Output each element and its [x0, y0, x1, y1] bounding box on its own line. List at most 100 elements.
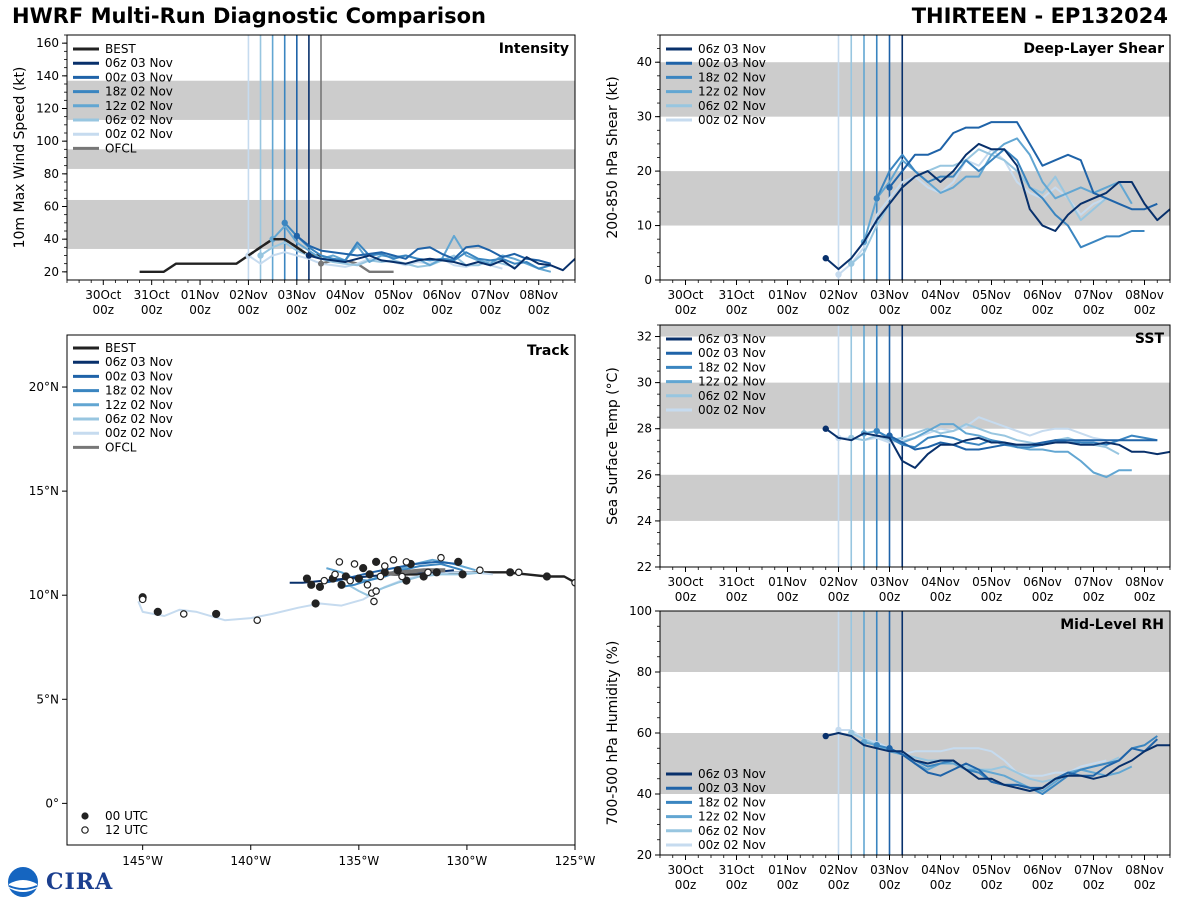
sst-xtick-date: 08Nov — [1125, 575, 1164, 589]
rh-xtick-date: 01Nov — [768, 863, 807, 877]
sst-ytick-label: 28 — [637, 422, 652, 436]
rh-xtick-hour: 00z — [879, 878, 901, 892]
rh-init-point — [822, 732, 829, 740]
panel-rh: 2040608010030Oct00z31Oct00z01Nov00z02Nov… — [605, 604, 1171, 892]
intensity-init-point — [281, 219, 288, 227]
shear-ytick-label: 40 — [637, 55, 652, 69]
track-point-12utc — [476, 566, 484, 575]
shear-xtick-date: 08Nov — [1125, 288, 1164, 302]
track-plot-area — [137, 553, 575, 624]
track-legend-label: BEST — [105, 341, 136, 355]
track-legend-label: OFCL — [105, 440, 137, 454]
rh-xtick-date: 02Nov — [819, 863, 858, 877]
sst-xtick-date: 07Nov — [1074, 575, 1113, 589]
rh-xtick-hour: 00z — [1134, 878, 1156, 892]
sst-ytick-label: 30 — [637, 376, 652, 390]
track-point-12utc — [398, 572, 406, 581]
sst-xtick-date: 04Nov — [921, 575, 960, 589]
track-legend-label: 12z 02 Nov — [105, 398, 173, 412]
rh-legend-label: 12z 02 Nov — [698, 810, 766, 824]
track-point-12utc — [253, 616, 262, 624]
track-legend-12utc-label: 12 UTC — [105, 823, 148, 837]
rh-xtick-hour: 00z — [1032, 878, 1054, 892]
sst-xtick-hour: 00z — [981, 590, 1003, 604]
intensity-legend-label: BEST — [105, 42, 136, 56]
sst-init-point — [822, 425, 829, 432]
track-legend-label: 00z 02 Nov — [105, 426, 173, 440]
sst-legend-label: 18z 02 Nov — [698, 360, 766, 374]
sst-ytick-label: 32 — [637, 330, 652, 344]
track-series-06z-02-Nov — [347, 571, 485, 597]
intensity-xtick-date: 05Nov — [374, 288, 413, 302]
track-point-12utc — [424, 568, 432, 577]
track-legend-label: 06z 03 Nov — [105, 355, 173, 369]
rh-xtick-date: 03Nov — [870, 863, 909, 877]
intensity-xtick-hour: 00z — [334, 303, 356, 317]
intensity-xtick-hour: 00z — [480, 303, 502, 317]
intensity-panel-title: Intensity — [499, 41, 569, 57]
track-point-12utc — [350, 560, 359, 568]
shear-ytick-label: 30 — [637, 110, 652, 124]
intensity-legend-label: 12z 02 Nov — [105, 99, 173, 113]
intensity-series-06z-03-Nov — [308, 254, 575, 272]
track-point-12utc — [437, 553, 445, 562]
sst-xtick-hour: 00z — [777, 590, 799, 604]
intensity-xtick-date: 08Nov — [519, 288, 558, 302]
rh-ytick-label: 20 — [637, 848, 652, 862]
rh-xtick-hour: 00z — [1083, 878, 1105, 892]
track-point-00utc — [432, 568, 441, 577]
intensity-legend-label: 06z 03 Nov — [105, 56, 173, 70]
intensity-ytick-label: 80 — [44, 167, 59, 181]
rh-xtick-date: 08Nov — [1125, 863, 1164, 877]
storm-id-title: THIRTEEN - EP132024 — [911, 4, 1168, 28]
shear-series-00z-03-Nov — [888, 121, 1158, 211]
sst-xtick-date: 31Oct — [718, 575, 754, 589]
intensity-xtick-date: 01Nov — [181, 288, 220, 302]
track-xtick-label: 145°W — [122, 854, 163, 868]
shear-init-point — [848, 260, 855, 267]
rh-series-00z-02-Nov — [838, 729, 1107, 777]
intensity-legend-label: 06z 02 Nov — [105, 113, 173, 127]
sst-xtick-hour: 00z — [726, 590, 748, 604]
shear-xtick-hour: 00z — [1032, 303, 1054, 317]
track-point-12utc — [370, 597, 378, 606]
shear-legend-label: 18z 02 Nov — [698, 70, 766, 84]
shear-legend-label: 06z 03 Nov — [698, 42, 766, 56]
track-ytick-label: 5°N — [36, 692, 59, 706]
sst-legend-label: 00z 02 Nov — [698, 403, 766, 417]
intensity-xtick-hour: 00z — [238, 303, 260, 317]
shear-series-18z-02-Nov — [875, 148, 1145, 249]
shear-init-point — [835, 271, 842, 278]
sst-xtick-hour: 00z — [930, 590, 952, 604]
intensity-ytick-label: 20 — [44, 265, 59, 279]
rh-init-point — [835, 726, 842, 734]
intensity-xtick-hour: 00z — [431, 303, 453, 317]
track-legend-label: 06z 02 Nov — [105, 412, 173, 426]
track-legend-label: 00z 03 Nov — [105, 369, 173, 383]
track-point-12utc — [402, 558, 411, 566]
track-point-12utc — [389, 556, 398, 564]
shear-xtick-date: 02Nov — [819, 288, 858, 302]
track-point-12utc — [380, 562, 389, 570]
track-xtick-label: 130°W — [447, 854, 488, 868]
rh-ytick-label: 60 — [637, 726, 652, 740]
sst-init-point — [873, 427, 880, 435]
track-point-12utc — [372, 587, 380, 595]
rh-xtick-hour: 00z — [726, 878, 748, 892]
shear-legend-label: 06z 02 Nov — [698, 99, 766, 113]
track-ytick-label: 20°N — [29, 380, 59, 394]
noaa-logo-icon — [8, 867, 38, 897]
shear-series-00z-02-Nov — [837, 148, 1107, 276]
rh-legend-label: 18z 02 Nov — [698, 795, 766, 809]
rh-legend-label: 00z 03 Nov — [698, 781, 766, 795]
rh-xtick-hour: 00z — [675, 878, 697, 892]
intensity-xtick-hour: 00z — [189, 303, 211, 317]
sst-legend-label: 06z 02 Nov — [698, 389, 766, 403]
shear-xtick-hour: 00z — [1083, 303, 1105, 317]
sst-xtick-hour: 00z — [879, 590, 901, 604]
shear-ytick-label: 10 — [637, 219, 652, 233]
sst-xtick-date: 05Nov — [972, 575, 1011, 589]
rh-series-06z-03-Nov — [825, 732, 1170, 792]
sst-series-12z-02-Nov — [863, 423, 1132, 479]
track-legend-12utc-marker — [81, 826, 89, 834]
